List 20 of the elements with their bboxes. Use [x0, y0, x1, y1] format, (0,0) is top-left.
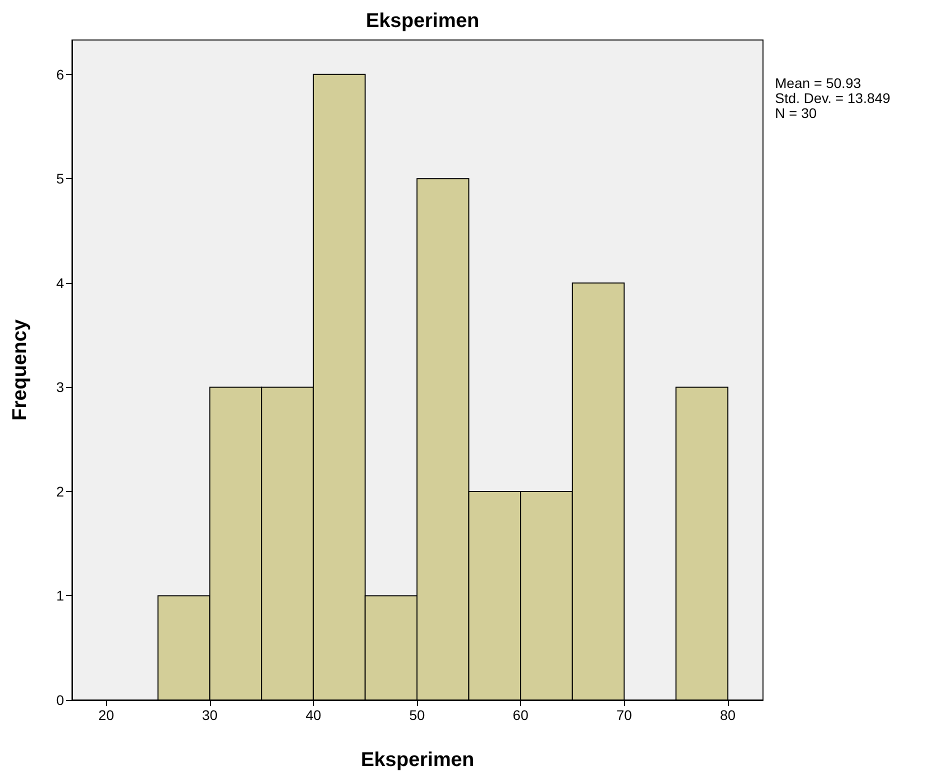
x-tick-label: 50 — [409, 707, 425, 723]
y-axis-title: Frequency — [9, 318, 31, 421]
x-tick-label: 80 — [720, 707, 736, 723]
y-tick-label: 0 — [56, 692, 64, 708]
chart-title: Eksperimen — [366, 10, 480, 32]
x-tick-label: 40 — [306, 707, 322, 723]
text: N = 30 — [775, 105, 817, 121]
y-tick-label: 6 — [56, 66, 64, 82]
text: Mean = 50.93 — [775, 75, 862, 91]
y-tick-label: 5 — [56, 170, 64, 187]
x-tick-label: 30 — [202, 707, 218, 723]
x-axis-title: Eksperimen — [360, 749, 474, 771]
y-tick-label: 1 — [56, 588, 64, 604]
x-tick-label: 60 — [512, 707, 529, 723]
x-tick-label: 70 — [616, 707, 632, 723]
x-tick-label: 20 — [98, 707, 114, 723]
text: Std. Dev. = 13.849 — [775, 90, 891, 106]
y-tick-label: 2 — [56, 483, 64, 500]
y-tick-label: 3 — [56, 379, 64, 396]
y-tick-label: 4 — [56, 274, 64, 291]
